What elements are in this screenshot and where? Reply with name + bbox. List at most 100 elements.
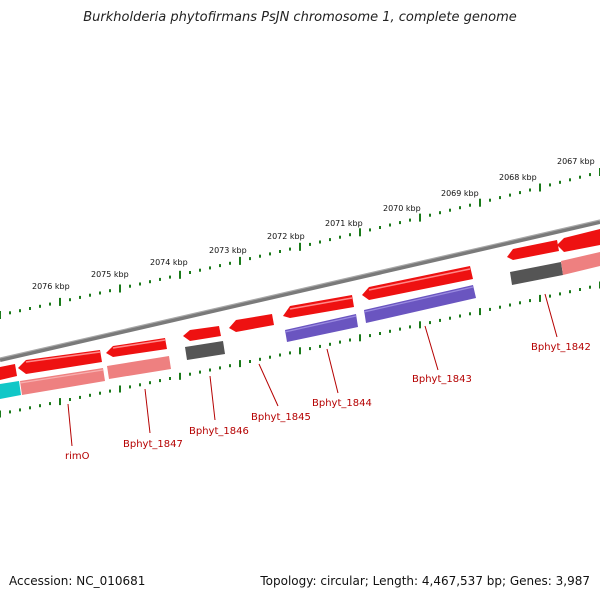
minor-tick xyxy=(509,303,511,307)
minor-tick xyxy=(309,242,311,246)
major-tick xyxy=(419,321,421,329)
feature-bar-1842-gray[interactable] xyxy=(510,262,563,285)
minor-tick xyxy=(429,321,431,325)
genome-summary-text: Topology: circular; Length: 4,467,537 bp… xyxy=(260,574,590,588)
feature-bar-1846[interactable] xyxy=(185,341,225,360)
minor-tick xyxy=(209,368,211,372)
minor-tick xyxy=(489,307,491,311)
scale-label-2069: 2069 kbp xyxy=(441,189,479,198)
minor-tick xyxy=(39,404,41,408)
major-tick xyxy=(239,360,241,368)
minor-tick xyxy=(449,316,451,320)
minor-tick xyxy=(99,291,101,295)
gene-label-bphyt-1846: Bphyt_1846 xyxy=(189,426,249,437)
minor-tick xyxy=(439,211,441,215)
minor-tick xyxy=(349,233,351,237)
minor-tick xyxy=(569,178,571,182)
minor-tick xyxy=(199,370,201,374)
minor-tick xyxy=(409,325,411,329)
gene-label-bphyt-1845: Bphyt_1845 xyxy=(251,412,311,423)
major-tick xyxy=(479,198,481,207)
gene-label-bphyt-1847: Bphyt_1847 xyxy=(123,439,183,450)
label-leaders xyxy=(67,293,558,447)
gene-arrow-bphyt-1842a[interactable] xyxy=(507,240,559,260)
major-tick xyxy=(59,398,61,406)
major-tick xyxy=(419,213,421,222)
minor-tick xyxy=(329,238,331,242)
minor-tick xyxy=(549,183,551,187)
feature-bar-1843[interactable] xyxy=(364,285,476,323)
gene-label-bphyt-1842: Bphyt_1842 xyxy=(531,342,591,353)
gene-arrow-bphyt-1847[interactable] xyxy=(18,350,102,374)
minor-tick xyxy=(29,406,31,410)
minor-tick xyxy=(229,261,231,265)
minor-tick xyxy=(559,180,561,184)
minor-tick xyxy=(19,408,21,412)
minor-tick xyxy=(449,208,451,212)
gene-arrow-bphyt-1844b[interactable] xyxy=(283,295,354,318)
minor-tick xyxy=(319,240,321,244)
minor-tick xyxy=(109,389,111,393)
minor-tick xyxy=(49,302,51,306)
minor-tick xyxy=(529,299,531,303)
major-tick xyxy=(179,270,181,279)
feature-bar-1842-pink[interactable] xyxy=(561,252,600,275)
major-tick xyxy=(479,308,481,316)
gene-arrow-bphyt-1845[interactable] xyxy=(183,326,221,341)
minor-tick xyxy=(549,294,551,298)
major-tick xyxy=(0,311,1,319)
minor-tick xyxy=(579,288,581,291)
minor-tick xyxy=(109,289,111,293)
minor-tick xyxy=(579,175,581,179)
major-tick xyxy=(119,385,121,393)
gene-label-bphyt-1844: Bphyt_1844 xyxy=(312,398,372,409)
major-tick xyxy=(359,228,361,237)
gene-arrow-bphyt-1844a[interactable] xyxy=(229,314,274,332)
minor-tick xyxy=(429,213,431,217)
feature-bar-rimO[interactable] xyxy=(20,368,105,395)
minor-tick xyxy=(49,402,51,406)
scale-label-2067: 2067 kbp xyxy=(557,157,595,166)
feature-bar-cyan[interactable] xyxy=(0,381,21,399)
minor-tick xyxy=(89,393,91,397)
major-tick xyxy=(59,297,61,306)
major-tick xyxy=(299,347,301,355)
feature-bar-1844[interactable] xyxy=(285,314,358,342)
minor-tick xyxy=(529,188,531,192)
minor-tick xyxy=(399,221,401,225)
feature-bar-1847[interactable] xyxy=(107,356,171,379)
minor-tick xyxy=(9,311,11,315)
minor-tick xyxy=(559,292,561,296)
minor-tick xyxy=(389,329,391,333)
minor-tick xyxy=(509,193,511,197)
major-tick xyxy=(179,372,181,380)
minor-tick xyxy=(269,355,271,359)
major-tick xyxy=(239,256,241,265)
minor-tick xyxy=(159,379,161,383)
map-title: Burkholderia phytofirmans PsJN chromosom… xyxy=(83,10,517,25)
minor-tick xyxy=(29,307,31,310)
major-tick xyxy=(299,242,301,251)
minor-tick xyxy=(379,332,381,335)
minor-tick xyxy=(309,347,311,351)
minor-tick xyxy=(489,198,491,202)
minor-tick xyxy=(279,353,281,357)
major-tick xyxy=(539,294,541,302)
minor-tick xyxy=(339,235,341,239)
minor-tick xyxy=(389,223,391,227)
minor-tick xyxy=(69,298,71,302)
major-tick xyxy=(0,410,1,418)
chromosome-backbone xyxy=(0,220,600,362)
minor-tick xyxy=(219,264,221,268)
minor-tick xyxy=(189,372,191,376)
scale-label-2073: 2073 kbp xyxy=(209,246,247,255)
minor-tick xyxy=(129,385,131,389)
gene-arrow-rimO[interactable] xyxy=(0,364,17,380)
gene-arrow-bphyt-1842b[interactable] xyxy=(557,229,600,252)
minor-tick xyxy=(369,334,371,338)
minor-tick xyxy=(439,318,441,322)
minor-tick xyxy=(229,364,231,368)
minor-tick xyxy=(339,340,341,344)
minor-tick xyxy=(369,228,371,232)
